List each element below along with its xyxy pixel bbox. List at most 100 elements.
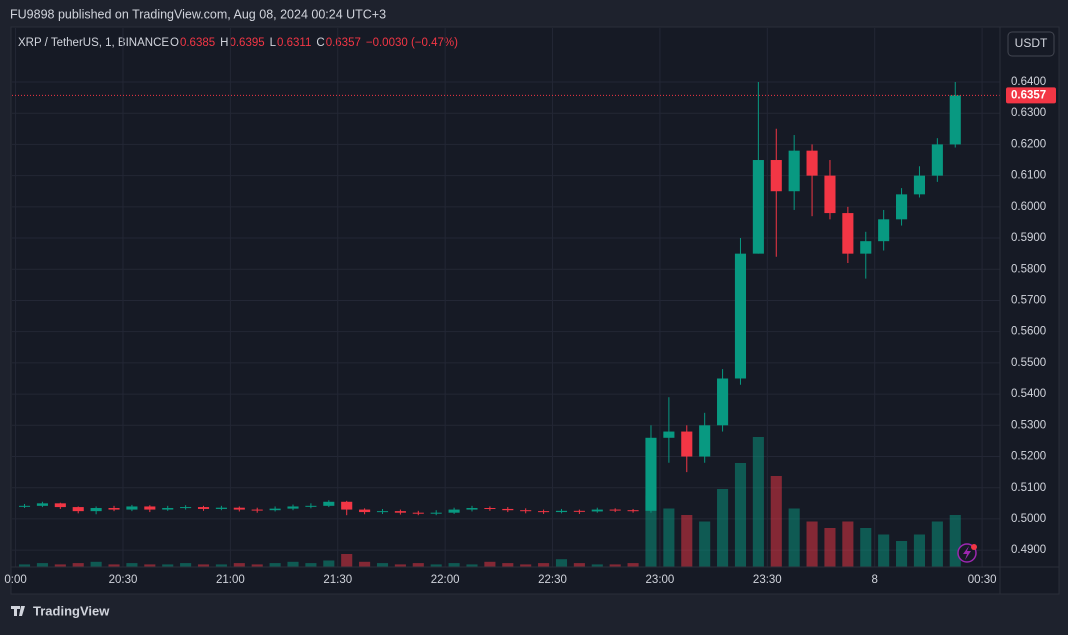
- candle-body: [770, 160, 782, 192]
- candle-body: [36, 503, 48, 506]
- volume-bar: [591, 564, 603, 567]
- candle-body: [609, 509, 621, 511]
- y-tick-label: 0.5900: [1011, 232, 1046, 244]
- volume-bar: [215, 564, 227, 567]
- candle-body: [878, 219, 890, 242]
- volume-bar: [699, 521, 711, 567]
- candle-body: [323, 501, 335, 506]
- candle-body: [842, 213, 854, 254]
- volume-bar: [108, 564, 120, 567]
- y-tick-label: 0.5500: [1011, 357, 1046, 369]
- volume-bar: [54, 564, 66, 567]
- ohlc-value: 0.6357: [326, 37, 361, 49]
- volume-bar: [305, 563, 317, 567]
- ohlc-value: 0.6395: [229, 37, 264, 49]
- volume-bar: [197, 564, 210, 567]
- x-tick-label: 21:00: [216, 574, 245, 586]
- y-tick-label: 0.5100: [1011, 482, 1046, 494]
- ohlc-key: C: [316, 37, 324, 49]
- volume-bar: [126, 563, 138, 567]
- chart-panel: [10, 26, 1060, 595]
- candle-body: [72, 507, 84, 512]
- candle-body: [663, 431, 675, 438]
- currency-button-label[interactable]: USDT: [1015, 36, 1048, 50]
- volume-bar: [520, 564, 532, 567]
- volume-bar: [788, 508, 800, 567]
- x-tick-label: 22:00: [431, 574, 460, 586]
- currency-button[interactable]: [1007, 31, 1055, 57]
- tv-logo: [11, 606, 25, 616]
- candle-body: [520, 510, 532, 512]
- candle-body: [931, 144, 943, 176]
- volume-bar: [860, 528, 872, 567]
- volume-bar: [770, 476, 782, 567]
- volume-bar: [269, 563, 281, 567]
- candle-body: [359, 509, 371, 513]
- ohlc-key: H: [220, 37, 228, 49]
- volume-bar: [663, 508, 675, 567]
- volume-bar: [251, 564, 263, 567]
- publish-title: FU9898 published on TradingView.com, Aug…: [10, 7, 386, 21]
- volume-bar: [609, 564, 621, 567]
- volume-bar: [430, 564, 442, 567]
- ohlc-value: 0.6385: [180, 37, 215, 49]
- candle-body: [233, 507, 245, 510]
- x-tick-label: 23:00: [646, 574, 675, 586]
- y-tick-label: 0.6300: [1011, 107, 1046, 119]
- lightning-glyph: [963, 546, 971, 560]
- candle-body: [824, 175, 836, 214]
- volume-bar: [233, 563, 245, 567]
- candle-body: [251, 509, 263, 511]
- candle-body: [734, 253, 747, 379]
- candle-body: [466, 508, 478, 510]
- candle-body: [394, 511, 406, 513]
- symbol: XRP / TetherUS, 1, BINANCE: [18, 37, 169, 49]
- candle-body: [287, 506, 299, 509]
- y-tick-label: 0.6100: [1011, 170, 1046, 182]
- candle-body: [448, 509, 460, 513]
- volume-bar: [180, 563, 192, 567]
- y-tick-label: 0.5800: [1011, 263, 1046, 275]
- x-tick-label: 8: [872, 574, 878, 586]
- volume-bar: [90, 561, 102, 567]
- change: −0.0030 (−0.47%): [366, 37, 458, 49]
- x-tick-label: 00:30: [968, 574, 997, 586]
- last-price-tag: [1006, 87, 1056, 104]
- candle-body: [627, 510, 639, 512]
- y-tick-label: 0.5600: [1011, 326, 1046, 338]
- volume-bar: [573, 563, 585, 567]
- y-tick-label: 0.5300: [1011, 419, 1046, 431]
- candle-body: [162, 508, 174, 510]
- x-tick-label: 23:30: [753, 574, 782, 586]
- volume-bar: [484, 561, 496, 567]
- volume-bar: [502, 563, 514, 567]
- ohlc-value: 0.6311: [277, 37, 311, 49]
- y-tick-label: 0.6000: [1011, 201, 1046, 213]
- volume-bar: [896, 541, 908, 567]
- volume-bar: [323, 560, 335, 567]
- candle-body: [412, 512, 424, 514]
- candle-body: [484, 508, 496, 510]
- plot: [12, 28, 1000, 567]
- candle-body: [645, 437, 657, 511]
- candle-body: [144, 506, 156, 510]
- y-tick-label: 0.6400: [1011, 76, 1046, 88]
- ohlc-key: L: [270, 37, 277, 49]
- volume-bar: [36, 563, 48, 567]
- y-tick-label: 0.5400: [1011, 388, 1046, 400]
- volume-bar: [931, 521, 943, 567]
- volume-bar: [717, 489, 729, 567]
- candle-body: [502, 508, 514, 511]
- volume-bar: [538, 563, 550, 567]
- y-tick-label: 0.5000: [1011, 513, 1046, 525]
- volume-bar: [681, 515, 693, 567]
- alert-dot: [971, 544, 977, 550]
- candle-body: [90, 508, 102, 512]
- candle-body: [788, 150, 800, 192]
- y-tick-label: 0.4900: [1011, 544, 1046, 556]
- candle-body: [555, 510, 568, 513]
- volume-bar: [162, 564, 174, 567]
- footer-brand: TradingView: [33, 603, 110, 618]
- volume-bar: [72, 563, 84, 567]
